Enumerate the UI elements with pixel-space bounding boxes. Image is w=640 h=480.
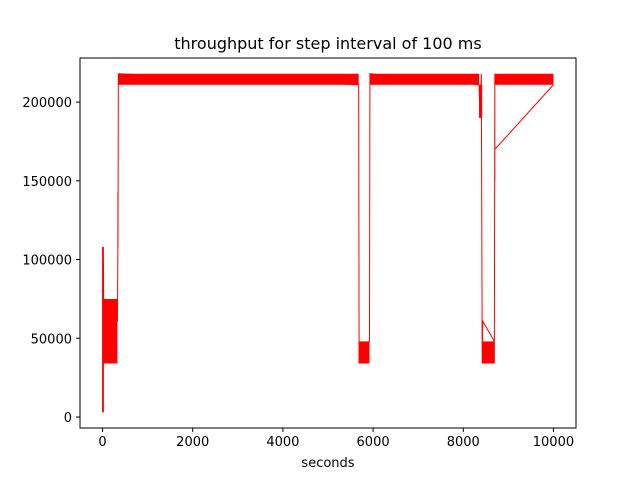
y-axis-ticks: 0 50000 100000 150000 200000	[22, 96, 80, 426]
series-band-0-7	[482, 341, 495, 364]
series-band-0-8	[494, 73, 554, 85]
y-tick-label: 150000	[22, 175, 72, 190]
y-tick-label: 100000	[22, 254, 72, 269]
y-tick-label: 200000	[22, 96, 72, 111]
series-band-0-1	[103, 298, 118, 364]
axes-frame	[79, 57, 577, 429]
x-tick-label: 0	[98, 435, 106, 450]
x-tick-label: 4000	[266, 435, 299, 450]
x-tick-label: 2000	[176, 435, 209, 450]
series-band-0-0	[102, 246, 104, 413]
x-tick-label: 8000	[447, 435, 480, 450]
series-line-0	[102, 73, 554, 413]
x-axis-label: seconds	[301, 456, 354, 471]
y-tick-label: 0	[64, 411, 72, 426]
chart-title: throughput for step interval of 100 ms	[174, 34, 481, 53]
y-tick-label: 50000	[31, 332, 72, 347]
x-tick-label: 10000	[533, 435, 574, 450]
x-tick-label: 6000	[357, 435, 390, 450]
plot-area	[102, 73, 554, 413]
x-axis-ticks: 0 2000 4000 6000 8000 10000	[98, 428, 574, 450]
